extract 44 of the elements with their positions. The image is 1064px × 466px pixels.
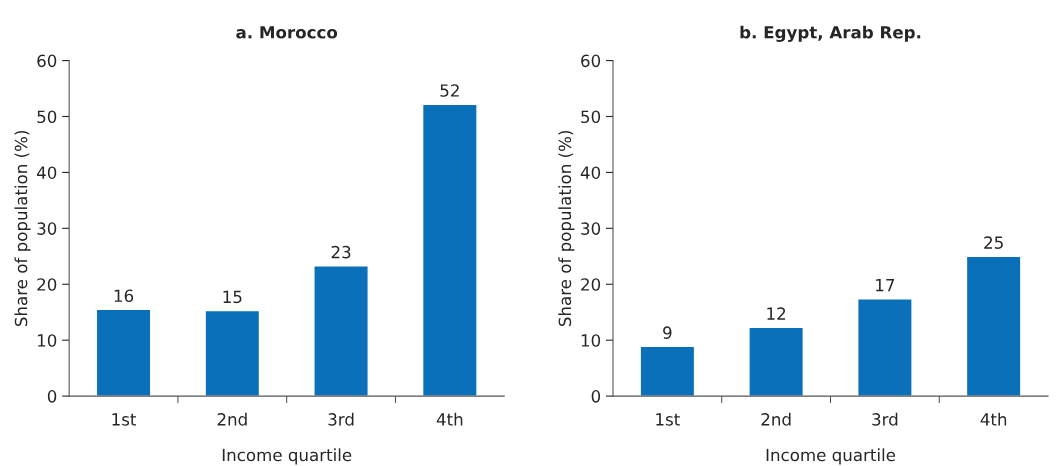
data-label: 9 bbox=[663, 326, 672, 339]
x-tick-label: 2nd bbox=[217, 412, 247, 426]
bar bbox=[95, 308, 152, 397]
data-label: 16 bbox=[114, 289, 134, 303]
data-label: 52 bbox=[440, 84, 459, 97]
y-tick-label: 60 bbox=[37, 54, 57, 68]
x-tick-label: 4th bbox=[436, 412, 463, 426]
x-tick-label: 4th bbox=[980, 412, 1007, 426]
y-tick-label: 20 bbox=[581, 278, 601, 291]
y-tick-label: 40 bbox=[36, 166, 57, 179]
x-tick-label: 3rd bbox=[328, 412, 354, 426]
y-tick-label: 60 bbox=[581, 54, 601, 68]
y-tick-label: 20 bbox=[37, 278, 57, 291]
y-tick-label: 40 bbox=[580, 166, 601, 179]
bar bbox=[313, 265, 369, 397]
x-axis-title: Income quartile bbox=[222, 448, 352, 465]
y-tick-label: 0 bbox=[47, 390, 57, 403]
y-axis-title: Share of population (%) bbox=[558, 130, 575, 327]
x-tick-label: 3rd bbox=[872, 412, 898, 426]
y-tick-label: 10 bbox=[581, 334, 601, 347]
data-label: 17 bbox=[876, 279, 895, 292]
bar bbox=[748, 326, 805, 397]
x-tick-label: 1st bbox=[112, 413, 137, 426]
y-tick-label: 10 bbox=[37, 334, 57, 347]
data-label: 15 bbox=[223, 290, 242, 304]
bar bbox=[639, 345, 696, 397]
data-label: 23 bbox=[331, 245, 351, 259]
y-axis-title: Share of population (%) bbox=[14, 130, 31, 327]
x-axis-title: Income quartile bbox=[766, 448, 896, 465]
bar bbox=[965, 255, 1022, 397]
chart-title: b. Egypt, Arab Rep. bbox=[740, 25, 921, 42]
y-tick-label: 30 bbox=[581, 222, 601, 235]
y-tick-label: 30 bbox=[37, 222, 57, 235]
y-tick-label: 50 bbox=[37, 110, 57, 124]
chart-title: a. Morocco bbox=[236, 26, 338, 39]
bar bbox=[204, 309, 261, 397]
y-tick-label: 0 bbox=[591, 390, 601, 403]
bar bbox=[421, 103, 478, 397]
x-tick-label: 1st bbox=[656, 413, 680, 426]
bar bbox=[857, 298, 913, 397]
x-tick-label: 2nd bbox=[761, 412, 791, 426]
data-label: 12 bbox=[767, 307, 786, 320]
y-tick-label: 50 bbox=[581, 110, 601, 124]
data-label: 25 bbox=[984, 236, 1003, 249]
